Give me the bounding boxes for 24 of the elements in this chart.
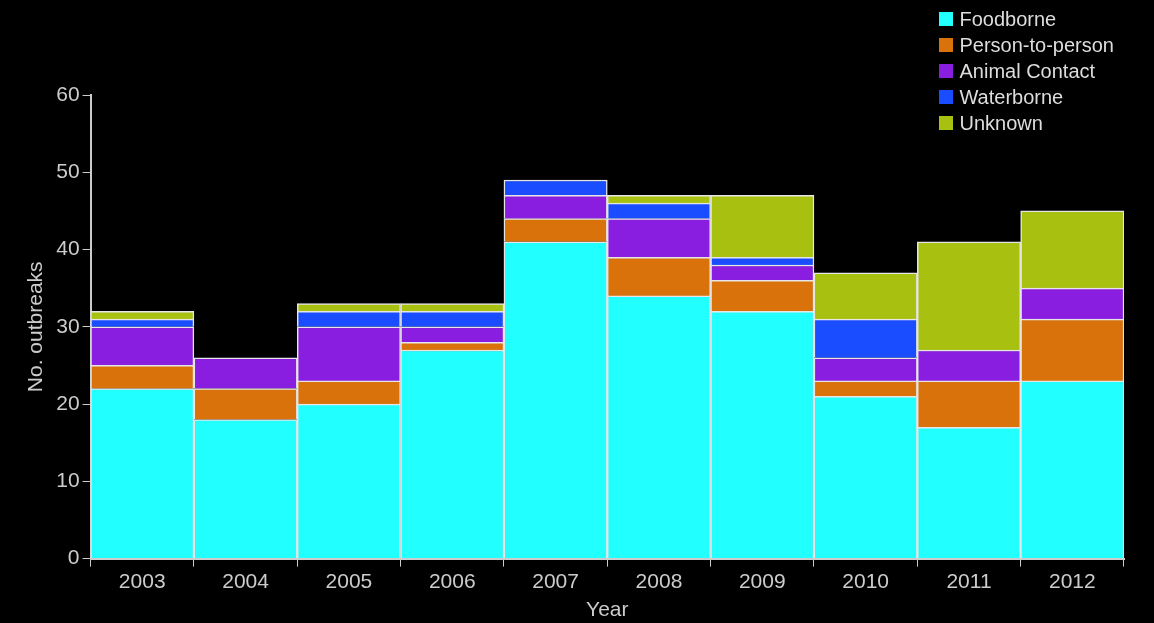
y-axis-title: No. outbreaks xyxy=(23,261,47,393)
y-tick-label: 60 xyxy=(56,81,80,105)
x-axis-title: Year xyxy=(586,597,629,621)
legend-label: Person-to-person xyxy=(959,33,1114,58)
x-tick-label: 2007 xyxy=(532,569,579,592)
x-tick-label: 2003 xyxy=(118,569,166,592)
y-tick-label: 40 xyxy=(56,236,80,260)
legend-label: Animal Contact xyxy=(959,59,1096,84)
legend-label: Foodborne xyxy=(959,7,1057,32)
x-tick-label: 2012 xyxy=(1048,569,1096,592)
legend-label: Waterborne xyxy=(959,85,1064,110)
x-tick-label: 2006 xyxy=(428,569,476,592)
x-tick-label: 2004 xyxy=(222,569,270,592)
x-tick-label: 2009 xyxy=(738,569,786,592)
y-tick-label: 30 xyxy=(56,313,80,337)
x-tick-label: 2008 xyxy=(635,569,683,592)
y-tick-label: 20 xyxy=(56,390,80,414)
y-tick-label: 0 xyxy=(67,545,80,569)
x-tick-label: 2010 xyxy=(842,569,889,592)
y-tick-label: 10 xyxy=(56,468,80,492)
x-tick-label: 2011 xyxy=(946,569,992,592)
x-tick-label: 2005 xyxy=(325,569,373,592)
legend-label: Unknown xyxy=(959,111,1043,136)
y-tick-label: 50 xyxy=(56,159,80,183)
